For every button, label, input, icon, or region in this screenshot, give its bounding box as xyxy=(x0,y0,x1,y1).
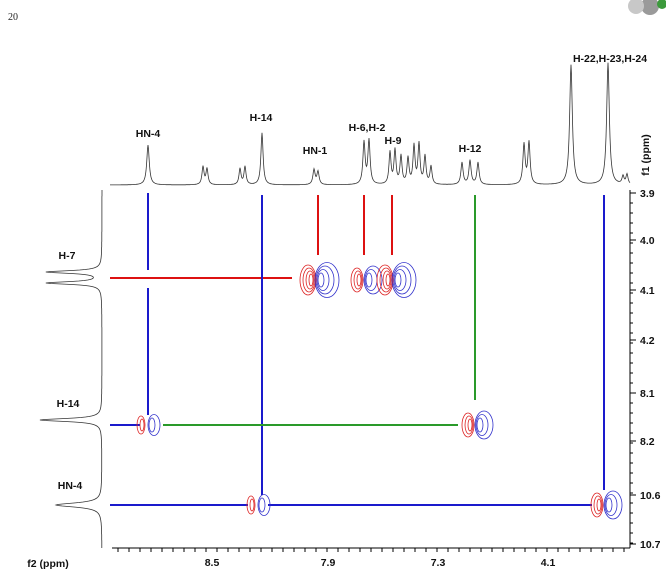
contour xyxy=(318,273,324,287)
contour xyxy=(317,270,329,291)
f1-tick-label: 3.9 xyxy=(640,188,655,200)
left-peak-label: HN-4 xyxy=(58,480,83,492)
contour xyxy=(392,263,416,298)
contour xyxy=(365,270,377,291)
contour xyxy=(357,274,361,286)
top-peak-label: H-6,H-2 xyxy=(349,122,386,134)
left-spectrum xyxy=(40,190,102,548)
f2-label: f2 (ppm) xyxy=(27,558,68,570)
left-peak-label: H-14 xyxy=(57,398,80,410)
contour xyxy=(148,415,160,436)
contour xyxy=(259,498,265,512)
contour xyxy=(605,495,617,516)
contour xyxy=(140,419,144,431)
contour xyxy=(477,418,483,432)
contour xyxy=(366,273,372,287)
f1-tick-label: 10.6 xyxy=(640,490,661,502)
top-peak-label: H-14 xyxy=(250,112,273,124)
f1-tick-label: 4.2 xyxy=(640,335,655,347)
contour xyxy=(250,499,254,511)
f2-tick-label: 4.1 xyxy=(541,557,556,569)
contour xyxy=(315,263,339,298)
f1-tick-label: 4.0 xyxy=(640,235,655,247)
figure: 20 f1 (ppm) f2 (ppm) 3.9 4.0 4.1 4.2 8.1 8.2 1… xyxy=(0,0,666,571)
contour xyxy=(476,415,488,436)
top-peak-label: HN-1 xyxy=(303,145,328,157)
f1-tick-label: 10.7 xyxy=(640,539,661,551)
f2-tick-label: 7.9 xyxy=(321,557,336,569)
f2-tick-label: 8.5 xyxy=(205,557,220,569)
top-peak-label: H-22,H-23,H-24 xyxy=(573,53,647,65)
f1-tick-label: 4.1 xyxy=(640,285,655,297)
f1-tick-label: 8.1 xyxy=(640,388,655,400)
f2-tick-label: 7.3 xyxy=(431,557,446,569)
contour xyxy=(468,419,472,431)
top-peak-label: H-9 xyxy=(385,135,402,147)
f1-label: f1 (ppm) xyxy=(640,134,652,175)
contour xyxy=(309,274,313,286)
contour xyxy=(394,270,406,291)
contour xyxy=(395,273,401,287)
top-peak-label: HN-4 xyxy=(136,128,161,140)
left-peak-label: H-7 xyxy=(59,250,76,262)
contour xyxy=(606,498,612,512)
contour xyxy=(149,418,155,432)
f1-tick-label: 8.2 xyxy=(640,436,655,448)
top-peak-label: H-12 xyxy=(459,143,482,155)
contour xyxy=(386,274,390,286)
molecule-icon xyxy=(628,0,666,15)
page-number: 20 xyxy=(8,12,18,23)
contour xyxy=(597,499,601,511)
